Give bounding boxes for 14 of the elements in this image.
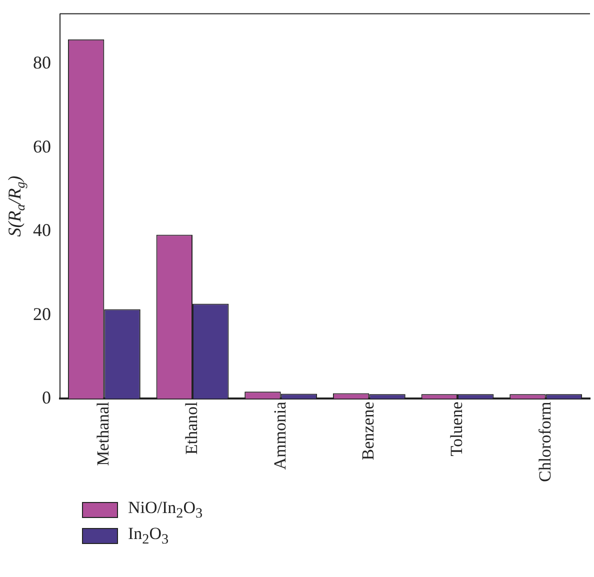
y-tick-label: 0 [42, 387, 51, 408]
x-tick-label: Ammonia [270, 401, 290, 470]
y-tick-label: 80 [33, 52, 51, 73]
x-tick-label: Chloroform [535, 402, 554, 482]
x-tick-label: Methanal [94, 401, 113, 466]
y-tick-label: 40 [33, 220, 51, 240]
x-tick-label: Benzene [358, 402, 378, 460]
x-tick-label: Ethanol [182, 401, 201, 455]
y-axis-title: S(Ra/Rg) [4, 176, 28, 237]
y-tick-label: 60 [33, 136, 51, 156]
x-tick-label: Toluene [446, 402, 466, 456]
legend-label: NiO/In$_{2}$O$_{3}$ [128, 498, 203, 522]
legend-label: In$_{2}$O$_{3}$ [128, 524, 169, 548]
y-tick-label: 20 [33, 304, 51, 324]
